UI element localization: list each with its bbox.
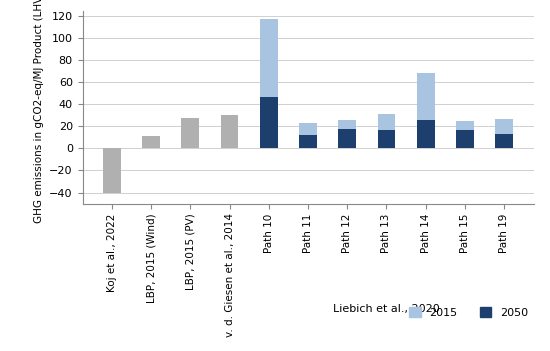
Bar bbox=[417, 73, 434, 120]
Bar bbox=[456, 130, 474, 148]
Bar bbox=[103, 148, 120, 193]
Y-axis label: GHG emissions in gCO2-eq/MJ Product (LHV): GHG emissions in gCO2-eq/MJ Product (LHV… bbox=[34, 0, 43, 223]
Bar bbox=[456, 121, 474, 130]
Bar bbox=[299, 123, 317, 135]
Bar bbox=[378, 114, 395, 130]
Legend: 2015, 2050: 2015, 2050 bbox=[409, 307, 528, 318]
Bar bbox=[338, 120, 356, 128]
Bar bbox=[496, 119, 513, 134]
Bar bbox=[299, 135, 317, 148]
Bar bbox=[260, 19, 278, 97]
Text: Liebich et al., 2020: Liebich et al., 2020 bbox=[333, 304, 440, 314]
Bar bbox=[417, 120, 434, 148]
Bar bbox=[142, 136, 160, 148]
Bar bbox=[260, 97, 278, 148]
Bar bbox=[338, 128, 356, 148]
Bar bbox=[378, 130, 395, 148]
Bar bbox=[221, 115, 238, 148]
Bar bbox=[182, 118, 199, 148]
Bar bbox=[496, 134, 513, 148]
